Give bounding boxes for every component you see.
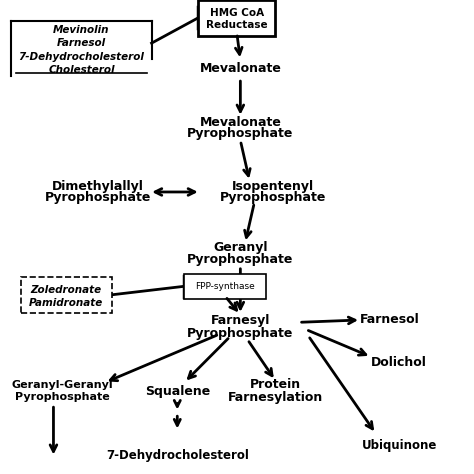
Text: Geranyl-Geranyl: Geranyl-Geranyl <box>12 380 114 390</box>
Text: Mevalonate: Mevalonate <box>200 116 281 129</box>
Text: Protein: Protein <box>250 378 301 392</box>
FancyBboxPatch shape <box>21 277 112 313</box>
Text: HMG CoA: HMG CoA <box>210 8 264 18</box>
Text: Zoledronate: Zoledronate <box>31 284 102 294</box>
Text: Geranyl: Geranyl <box>213 241 268 255</box>
Text: Mevinolin: Mevinolin <box>53 25 110 35</box>
Text: Farnesol: Farnesol <box>360 313 420 327</box>
Text: Pamidronate: Pamidronate <box>29 298 103 308</box>
Text: Pyrophosphate: Pyrophosphate <box>16 392 110 402</box>
Text: Pyrophosphate: Pyrophosphate <box>187 127 293 140</box>
Text: 7-Dehydrocholesterol: 7-Dehydrocholesterol <box>18 52 145 62</box>
Text: Pyrophosphate: Pyrophosphate <box>187 253 293 266</box>
Text: Ubiquinone: Ubiquinone <box>362 439 437 452</box>
Text: Farnesylation: Farnesylation <box>228 391 323 404</box>
Text: Mevalonate: Mevalonate <box>200 62 281 75</box>
FancyBboxPatch shape <box>184 274 266 299</box>
Text: Pyrophosphate: Pyrophosphate <box>45 191 151 204</box>
Text: Pyrophosphate: Pyrophosphate <box>220 191 326 204</box>
Text: Pyrophosphate: Pyrophosphate <box>187 327 293 340</box>
Text: 7-Dehydrocholesterol: 7-Dehydrocholesterol <box>106 448 249 462</box>
Text: Dimethylallyl: Dimethylallyl <box>52 180 144 193</box>
FancyBboxPatch shape <box>198 0 275 36</box>
Text: Farnesol: Farnesol <box>57 38 106 48</box>
Text: Squalene: Squalene <box>145 384 210 398</box>
Text: Reductase: Reductase <box>206 20 268 30</box>
Text: Isopentenyl: Isopentenyl <box>232 180 314 193</box>
Text: Cholesterol: Cholesterol <box>48 65 115 75</box>
Text: Dolichol: Dolichol <box>371 356 427 369</box>
Text: FPP-synthase: FPP-synthase <box>195 282 255 291</box>
Text: Farnesyl: Farnesyl <box>210 314 270 328</box>
